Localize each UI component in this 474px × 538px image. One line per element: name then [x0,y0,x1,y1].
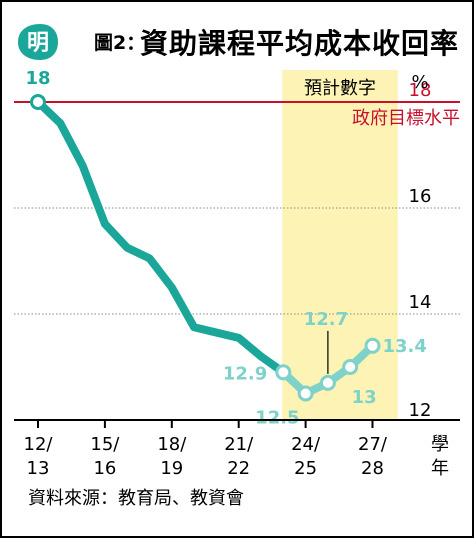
x-tick-label: 12/ [24,434,54,455]
data-point [364,337,381,354]
data-label: 13 [352,387,377,408]
y-unit-label: % [411,72,428,93]
target-value-label: 18 [409,80,432,101]
y-tick-label: 14 [409,292,432,313]
y-tick-label: 12 [409,400,432,421]
x-tick-label: 25 [294,458,317,479]
forecast-label: 預計數字 [304,78,376,99]
logo-text: 明 [27,31,49,56]
target-line-label: 政府目標水平 [352,108,460,129]
data-label: 12.7 [304,309,348,330]
chart-title: 資助課程平均成本收回率 [140,27,460,60]
figure-label: 圖2： [94,32,146,54]
x-tick-label: 15/ [90,434,120,455]
data-point [30,94,46,110]
actual-series-line [34,98,288,377]
data-label: 12.5 [255,408,299,429]
forecast-band [282,70,398,420]
data-point [297,385,314,402]
ming-pao-logo: 明 [18,24,58,60]
x-tick-label: 28 [361,458,384,479]
data-label: 12.9 [223,363,267,384]
source-note: 資料來源：教育局、教資會 [28,488,244,509]
x-axis-label: 學 [431,434,449,455]
y-tick-label: 16 [409,186,432,207]
data-label: 13.4 [383,336,427,357]
x-axis-label: 年 [431,458,449,479]
data-label: 18 [25,68,50,89]
x-tick-label: 13 [27,458,50,479]
x-tick-label: 24/ [291,434,321,455]
x-tick-label: 27/ [358,434,388,455]
data-point [275,364,292,381]
data-point [342,359,359,375]
data-point [319,374,336,391]
x-tick-label: 19 [160,458,183,479]
x-tick-label: 18/ [157,434,187,455]
x-tick-label: 22 [227,458,250,479]
x-tick-label: 16 [93,458,116,479]
x-tick-label: 21/ [224,434,254,455]
